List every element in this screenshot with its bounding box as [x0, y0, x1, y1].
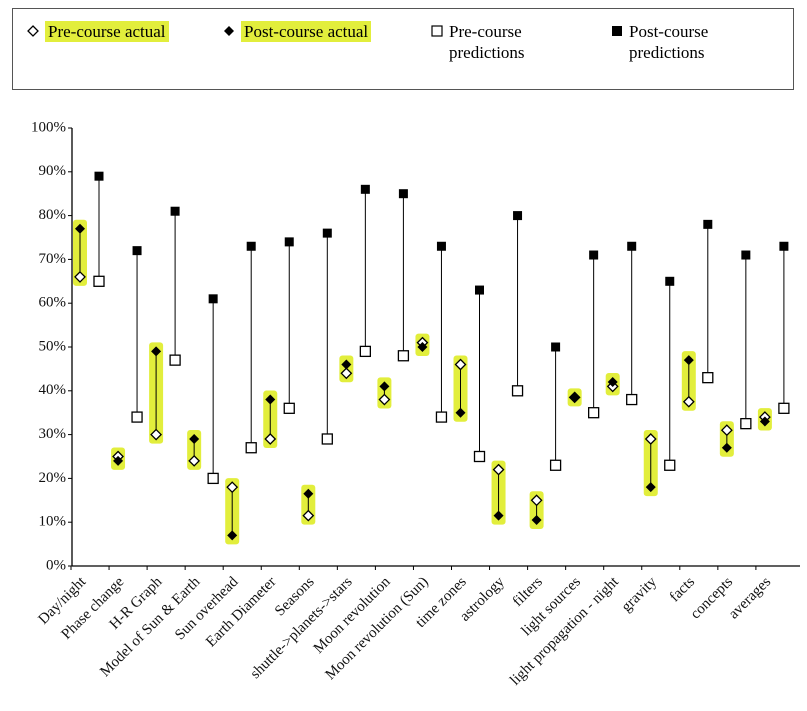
post-actual-marker [379, 381, 390, 392]
y-tick-label: 10% [39, 514, 67, 530]
pre-actual-marker [226, 481, 239, 494]
pre-actual-marker [340, 367, 353, 380]
pre-prediction-marker [359, 345, 372, 358]
pre-prediction-marker [283, 402, 295, 414]
legend-item: Pre-course actual [27, 21, 169, 42]
post-actual-marker [151, 346, 162, 357]
legend-label: Pre-course actual [45, 21, 169, 42]
pre-prediction-marker [131, 411, 143, 423]
post-prediction-marker [551, 342, 561, 352]
post-prediction-marker [475, 285, 484, 295]
post-prediction-marker [170, 206, 180, 216]
post-actual-marker [531, 515, 542, 526]
post-actual-marker [683, 355, 694, 366]
x-tick-label: gravity [619, 574, 661, 616]
pre-actual-marker [150, 428, 163, 441]
post-actual-marker [569, 392, 580, 403]
post-prediction-marker [360, 184, 370, 194]
post-prediction-marker [741, 250, 751, 260]
pre-prediction-marker [588, 407, 600, 419]
pre-actual-marker [454, 358, 467, 371]
y-tick-label: 100% [31, 119, 66, 135]
pre-prediction-marker [245, 442, 257, 454]
pre-prediction-marker [473, 450, 486, 463]
post-prediction-marker [589, 250, 599, 260]
pre-prediction-marker [93, 275, 105, 287]
post-actual-marker [303, 488, 314, 499]
legend-item: Pre-course predictions [431, 21, 571, 63]
pre-actual-marker [720, 424, 733, 437]
post-actual-marker [189, 433, 200, 444]
post-actual-marker [113, 455, 124, 466]
legend-item: Post-course actual [223, 21, 372, 42]
pre-prediction-marker [207, 472, 219, 485]
y-tick-label: 50% [39, 338, 67, 354]
post-actual-marker [721, 442, 732, 453]
y-tick-label: 30% [39, 426, 67, 442]
post-actual-marker [455, 407, 466, 418]
pre-actual-marker [378, 393, 391, 406]
pre-actual-marker [74, 271, 86, 283]
pre-prediction-marker [511, 385, 524, 397]
post-actual-marker [493, 510, 504, 521]
post-prediction-marker [322, 228, 332, 238]
y-tick-label: 90% [39, 163, 67, 179]
pre-prediction-marker [778, 402, 790, 414]
pre-actual-marker [682, 395, 695, 408]
pre-prediction-marker [169, 354, 181, 366]
pre-prediction-marker [702, 372, 714, 384]
pre-actual-marker [188, 454, 201, 467]
x-tick-label: averages [726, 574, 775, 623]
pre-prediction-marker [664, 459, 676, 471]
post-actual-marker [759, 416, 770, 427]
post-prediction-marker [665, 276, 675, 286]
pre-prediction-marker [626, 393, 638, 406]
y-tick-label: 20% [39, 470, 67, 486]
post-actual-marker [227, 530, 238, 541]
pre-prediction-marker [549, 459, 562, 471]
legend-label: Pre-course predictions [449, 22, 525, 62]
pre-actual-marker [530, 494, 543, 507]
post-actual-marker [607, 377, 618, 388]
post-actual-marker [417, 342, 428, 352]
post-actual-marker [75, 223, 85, 234]
x-tick-label: filters [510, 574, 546, 610]
y-tick-label: 0% [46, 557, 66, 573]
post-prediction-marker [398, 189, 408, 199]
post-prediction-marker [132, 246, 142, 256]
legend-item: Post-course predictions [611, 21, 751, 63]
post-prediction-marker [703, 219, 713, 229]
pre-actual-marker [302, 509, 315, 522]
post-prediction-marker [779, 241, 789, 251]
post-prediction-marker [627, 241, 637, 251]
x-tick-label: facts [667, 574, 698, 605]
pre-prediction-marker [397, 350, 410, 362]
pre-actual-marker [644, 433, 657, 445]
post-prediction-marker [94, 171, 104, 181]
y-tick-label: 40% [39, 382, 67, 398]
y-tick-label: 70% [39, 251, 67, 267]
legend-label: Post-course predictions [629, 22, 709, 62]
post-prediction-marker [436, 241, 446, 251]
pre-prediction-marker [740, 417, 752, 430]
post-prediction-marker [246, 241, 256, 251]
post-actual-marker [645, 482, 656, 493]
post-prediction-marker [513, 211, 523, 221]
pre-actual-marker [264, 433, 277, 445]
y-tick-label: 80% [39, 207, 67, 223]
post-actual-marker [265, 394, 276, 405]
y-tick-label: 60% [39, 295, 67, 311]
post-actual-marker [341, 359, 352, 370]
pre-prediction-marker [435, 411, 448, 423]
pre-prediction-marker [321, 433, 333, 445]
legend: Pre-course actual Post-course actual Pre… [12, 8, 794, 90]
post-prediction-marker [208, 294, 218, 304]
post-prediction-marker [284, 237, 294, 247]
pre-actual-marker [492, 463, 505, 476]
legend-label: Post-course actual [241, 21, 372, 42]
